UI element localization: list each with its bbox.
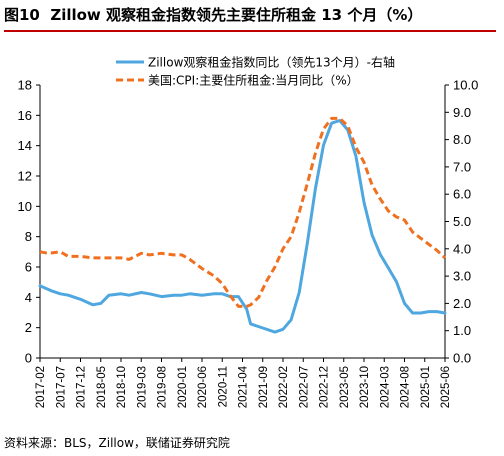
x-tick-label: 2017-02 bbox=[35, 366, 47, 408]
x-tick-label: 2020-06 bbox=[197, 366, 209, 408]
legend-label-zillow: Zillow观察租金指数同比（领先13个月）-右轴 bbox=[148, 55, 395, 70]
figure-title: Zillow 观察租金指数领先主要住所租金 13 个月（%） bbox=[50, 6, 423, 24]
y-right-tick-label: 9.0 bbox=[453, 105, 471, 120]
y-right-tick-label: 0.0 bbox=[453, 351, 471, 366]
x-tick-label: 2019-08 bbox=[157, 366, 169, 408]
y-right-tick-label: 5.0 bbox=[453, 214, 471, 229]
legend-label-cpi: 美国:CPI:主要住所租金:当月同比（%） bbox=[148, 73, 359, 88]
y-left-tick-label: 2 bbox=[25, 320, 32, 335]
y-left-tick-label: 12 bbox=[18, 169, 32, 184]
y-right-tick-label: 6.0 bbox=[453, 187, 471, 202]
chart-legend: Zillow观察租金指数同比（领先13个月）-右轴美国:CPI:主要住所租金:当… bbox=[116, 55, 395, 88]
title-divider bbox=[4, 30, 496, 32]
x-tick-label: 2018-10 bbox=[116, 366, 128, 408]
y-right-tick-label: 7.0 bbox=[453, 159, 471, 174]
x-tick-label: 2017-12 bbox=[76, 366, 88, 408]
x-tick-label: 2022-02 bbox=[278, 366, 290, 408]
x-tick-label: 2022-12 bbox=[319, 366, 331, 408]
x-tick-label: 2017-07 bbox=[55, 366, 67, 408]
x-tick-label: 2024-08 bbox=[400, 366, 412, 408]
y-right-tick-label: 4.0 bbox=[453, 241, 471, 256]
x-tick-label: 2022-07 bbox=[298, 366, 310, 408]
y-left-tick-label: 8 bbox=[25, 229, 32, 244]
x-tick-label: 2021-09 bbox=[258, 366, 270, 408]
y-right-tick-label: 1.0 bbox=[453, 323, 471, 338]
y-right-tick-label: 3.0 bbox=[453, 269, 471, 284]
y-left-tick-label: 14 bbox=[18, 138, 32, 153]
y-right-tick-label: 2.0 bbox=[453, 296, 471, 311]
chart-axes: 0 2 4 6 8 10 12 14 16 18 0.0 1.0 2.0 3.0 4.0 5.0 6.0 7.0 8… bbox=[18, 78, 479, 409]
y-left-tick-label: 18 bbox=[18, 78, 32, 93]
series-zillow-line bbox=[38, 119, 447, 334]
x-tick-label: 2018-05 bbox=[96, 366, 108, 408]
y-left-tick-label: 0 bbox=[25, 351, 32, 366]
y-right-tick-label: 8.0 bbox=[453, 132, 471, 147]
x-tick-label: 2021-04 bbox=[238, 365, 250, 408]
x-tick-label: 2019-03 bbox=[136, 366, 148, 408]
y-right-tick-label: 10.0 bbox=[453, 78, 478, 93]
y-left-tick-label: 10 bbox=[18, 199, 32, 214]
x-tick-label: 2024-03 bbox=[379, 366, 391, 408]
y-left-tick-label: 16 bbox=[18, 108, 32, 123]
x-tick-label: 2025-01 bbox=[420, 366, 432, 408]
chart-series bbox=[38, 116, 447, 334]
chart-title: 图10 Zillow 观察租金指数领先主要住所租金 13 个月（%） bbox=[4, 4, 422, 25]
x-tick-label: 2025-06 bbox=[440, 366, 452, 408]
x-tick-label: 2020-11 bbox=[217, 366, 229, 407]
source-note: 资料来源：BLS，Zillow，联储证券研究院 bbox=[4, 436, 230, 450]
series-cpi-rent-line bbox=[39, 116, 447, 308]
x-tick-label: 2023-05 bbox=[339, 366, 351, 408]
x-tick-label: 2023-10 bbox=[359, 366, 371, 408]
y-left-tick-label: 4 bbox=[25, 290, 32, 305]
y-left-tick-label: 6 bbox=[25, 260, 32, 275]
x-tick-label: 2020-01 bbox=[177, 366, 189, 408]
figure-label: 图10 bbox=[4, 6, 40, 24]
